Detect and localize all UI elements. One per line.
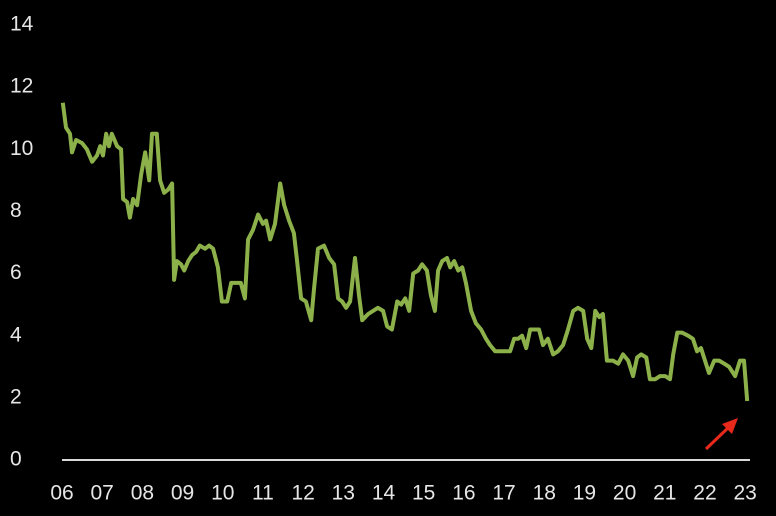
y-tick-label: 2 (10, 385, 22, 408)
x-tick-label: 23 (733, 482, 756, 505)
x-tick-label: 06 (50, 482, 73, 505)
x-tick-label: 13 (332, 482, 355, 505)
x-tick-label: 20 (613, 482, 636, 505)
data-line (60, 102, 750, 402)
y-tick-label: 14 (10, 13, 34, 36)
plot: 0 2 4 6 8 10 12 14 06 07 08 09 10 11 12 13 14 15 16 17 18 19 2… (10, 13, 757, 505)
x-tick-label: 08 (131, 482, 154, 505)
y-tick-label: 0 (10, 448, 22, 471)
x-tick-label: 18 (533, 482, 556, 505)
x-tick-label: 21 (653, 482, 676, 505)
arrow-head (722, 418, 738, 434)
y-tick-label: 8 (10, 199, 22, 222)
x-tick-label: 19 (573, 482, 596, 505)
arrow-shaft (704, 424, 732, 451)
x-tick-label: 07 (91, 482, 114, 505)
x-tick-label: 11 (252, 482, 274, 505)
x-tick-label: 22 (693, 482, 716, 505)
x-tick-label: 09 (171, 482, 194, 505)
y-tick-label: 12 (10, 75, 33, 98)
y-tick-label: 10 (10, 137, 33, 160)
y-tick-label: 4 (10, 323, 22, 346)
annotation-arrow (704, 418, 738, 451)
x-tick-label: 16 (452, 482, 475, 505)
x-tick-label: 14 (372, 482, 396, 505)
x-tick-label: 10 (211, 482, 234, 505)
x-tick-label: 15 (412, 482, 435, 505)
x-tick-label: 12 (291, 482, 314, 505)
x-tick-label: 17 (492, 482, 515, 505)
y-tick-label: 6 (10, 261, 22, 284)
